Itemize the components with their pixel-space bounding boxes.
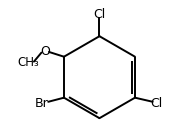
Text: Br: Br [35, 97, 49, 110]
Text: Cl: Cl [93, 8, 106, 21]
Text: CH₃: CH₃ [17, 56, 39, 69]
Text: O: O [40, 45, 50, 58]
Text: Cl: Cl [151, 97, 163, 110]
